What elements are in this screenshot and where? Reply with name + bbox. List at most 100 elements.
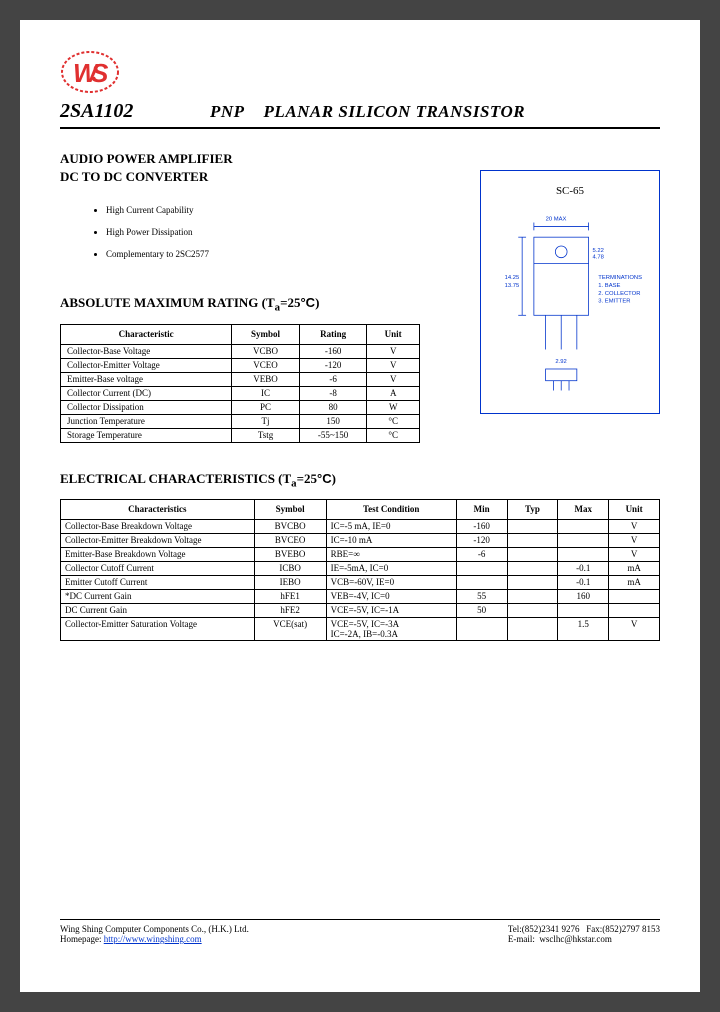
table-cell: -120	[456, 534, 507, 548]
svg-text:2.92: 2.92	[555, 359, 566, 365]
table-row: Collector DissipationPC80W	[61, 400, 420, 414]
table-cell: °C	[367, 428, 420, 442]
col-characteristic: Characteristic	[61, 324, 232, 344]
table-cell: VEBO	[232, 372, 300, 386]
table-cell: Collector-Base Breakdown Voltage	[61, 520, 255, 534]
electrical-heading: ELECTRICAL CHARACTERISTICS (Ta=25°C)	[60, 471, 660, 490]
col-typ: Typ	[507, 500, 558, 520]
table-cell: VCE=-5V, IC=-3A IC=-2A, IB=-0.3A	[326, 618, 456, 641]
table-cell: Collector Dissipation	[61, 400, 232, 414]
email: wsclhc@hkstar.com	[539, 934, 612, 944]
table-cell	[558, 534, 609, 548]
datasheet-page: W S 2SA1102 PNP PLANAR SILICON TRANSISTO…	[20, 20, 700, 992]
table-cell	[609, 604, 660, 618]
table-cell: 150	[299, 414, 367, 428]
package-drawing: 20 MAX 14.25 13.75 2.92 5.22 4.78 TERMIN…	[487, 203, 653, 398]
table-cell: Storage Temperature	[61, 428, 232, 442]
table-cell: Collector-Emitter Breakdown Voltage	[61, 534, 255, 548]
svg-text:14.25: 14.25	[505, 275, 520, 281]
table-row: Collector Cutoff CurrentICBOIE=-5mA, IC=…	[61, 562, 660, 576]
table-cell: VCEO	[232, 358, 300, 372]
table-row: Collector-Emitter Breakdown VoltageBVCEO…	[61, 534, 660, 548]
table-cell	[507, 590, 558, 604]
table-cell: 55	[456, 590, 507, 604]
table-cell	[456, 618, 507, 641]
table-cell: VCE=-5V, IC=-1A	[326, 604, 456, 618]
svg-text:13.75: 13.75	[505, 283, 520, 289]
ws-logo: W S	[60, 50, 120, 94]
table-cell: Collector-Base Voltage	[61, 344, 232, 358]
table-cell: BVCEO	[254, 534, 326, 548]
table-cell: IC=-10 mA	[326, 534, 456, 548]
title-rest: PLANAR SILICON TRANSISTOR	[264, 102, 526, 121]
svg-text:4.78: 4.78	[592, 255, 603, 261]
table-cell: -6	[456, 548, 507, 562]
col-symbol: Symbol	[254, 500, 326, 520]
homepage-link[interactable]: http://www.wingshing.com	[104, 934, 202, 944]
table-cell: -0.1	[558, 576, 609, 590]
application-line1: AUDIO POWER AMPLIFIER	[60, 151, 660, 167]
svg-text:20 MAX: 20 MAX	[546, 217, 567, 223]
table-cell	[456, 562, 507, 576]
table-cell: BVEBO	[254, 548, 326, 562]
table-cell: -160	[299, 344, 367, 358]
table-row: Collector-Base VoltageVCBO-160V	[61, 344, 420, 358]
termination-1: 1. BASE	[598, 283, 620, 289]
table-cell: 1.5	[558, 618, 609, 641]
svg-text:5.22: 5.22	[592, 248, 603, 254]
termination-2: 2. COLLECTOR	[598, 291, 640, 297]
homepage-label: Homepage:	[60, 934, 101, 944]
table-cell: Tj	[232, 414, 300, 428]
email-label: E-mail:	[508, 934, 535, 944]
table-cell: hFE2	[254, 604, 326, 618]
header-bar: 2SA1102 PNP PLANAR SILICON TRANSISTOR	[60, 100, 660, 129]
table-cell: Emitter-Base voltage	[61, 372, 232, 386]
table-cell: PC	[232, 400, 300, 414]
table-row: Collector Current (DC)IC-8A	[61, 386, 420, 400]
table-cell: BVCBO	[254, 520, 326, 534]
table-cell	[507, 520, 558, 534]
table-cell: *DC Current Gain	[61, 590, 255, 604]
table-cell: V	[609, 548, 660, 562]
table-cell: -8	[299, 386, 367, 400]
table-cell: -55~150	[299, 428, 367, 442]
table-row: Storage TemperatureTstg-55~150°C	[61, 428, 420, 442]
table-cell: -6	[299, 372, 367, 386]
table-cell	[456, 576, 507, 590]
col-rating: Rating	[299, 324, 367, 344]
footer-right: Tel:(852)2341 9276 Fax:(852)2797 8153 E-…	[508, 924, 660, 944]
table-cell: VEB=-4V, IC=0	[326, 590, 456, 604]
table-cell	[609, 590, 660, 604]
col-unit: Unit	[367, 324, 420, 344]
table-cell: IE=-5mA, IC=0	[326, 562, 456, 576]
table-cell: hFE1	[254, 590, 326, 604]
table-cell	[507, 534, 558, 548]
table-cell: -120	[299, 358, 367, 372]
company-name: Wing Shing Computer Components Co., (H.K…	[60, 924, 249, 934]
ratings-table: Characteristic Symbol Rating Unit Collec…	[60, 324, 420, 443]
svg-text:S: S	[91, 58, 109, 88]
electrical-table: Characteristics Symbol Test Condition Mi…	[60, 499, 660, 641]
tel: Tel:(852)2341 9276	[508, 924, 580, 934]
col-min: Min	[456, 500, 507, 520]
col-unit: Unit	[609, 500, 660, 520]
col-max: Max	[558, 500, 609, 520]
table-cell	[507, 548, 558, 562]
table-cell: IC=-5 mA, IE=0	[326, 520, 456, 534]
table-cell: Emitter-Base Breakdown Voltage	[61, 548, 255, 562]
table-cell: V	[367, 372, 420, 386]
col-symbol: Symbol	[232, 324, 300, 344]
table-cell: 50	[456, 604, 507, 618]
table-cell: mA	[609, 576, 660, 590]
package-label: SC-65	[487, 185, 653, 197]
table-row: DC Current GainhFE2VCE=-5V, IC=-1A50	[61, 604, 660, 618]
table-cell: IC	[232, 386, 300, 400]
table-cell: RBE=∞	[326, 548, 456, 562]
table-row: *DC Current GainhFE1VEB=-4V, IC=055160	[61, 590, 660, 604]
table-cell: V	[609, 618, 660, 641]
table-row: Emitter-Base Breakdown VoltageBVEBORBE=∞…	[61, 548, 660, 562]
table-cell: ICBO	[254, 562, 326, 576]
table-row: Junction TemperatureTj150°C	[61, 414, 420, 428]
table-cell	[558, 604, 609, 618]
table-cell: V	[609, 534, 660, 548]
